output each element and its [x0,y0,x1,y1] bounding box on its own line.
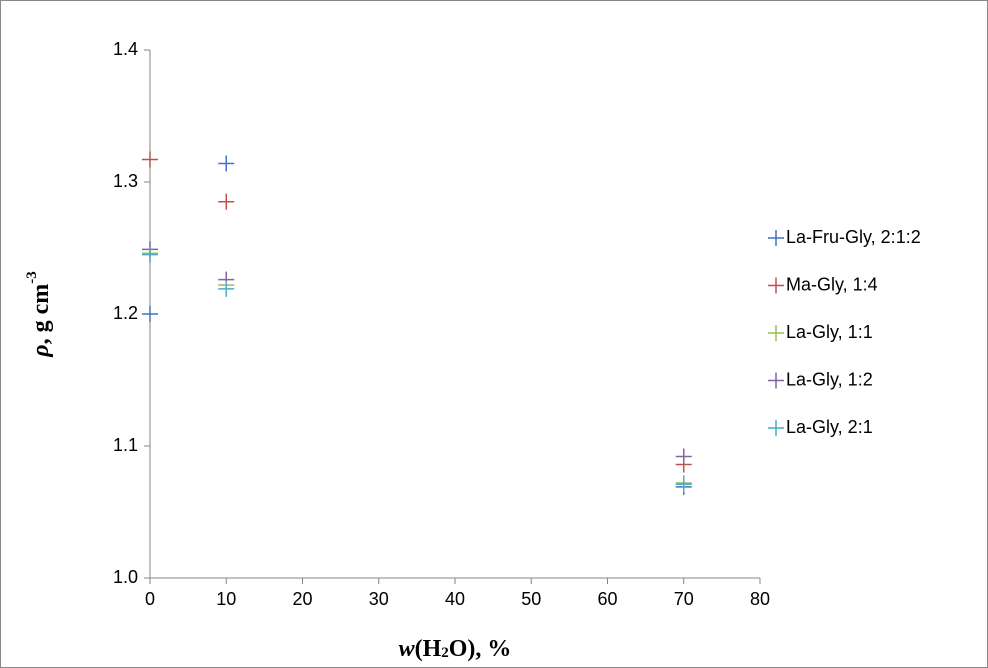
legend-marker [768,230,784,246]
x-tick-label: 70 [674,589,694,609]
point [142,246,158,263]
point [218,280,235,297]
x-tick-label: 40 [445,589,465,609]
legend-marker [768,325,784,341]
legend-label: La-Gly, 2:1 [786,417,873,437]
x-label-part: w [399,636,416,662]
y-tick-label: 1.3 [113,171,138,191]
x-tick-label: 30 [369,589,389,609]
legend-marker [768,372,784,389]
y-tick-label: 1.1 [113,435,138,455]
point [675,448,692,465]
x-tick-label: 10 [216,589,236,609]
legend-label: La-Fru-Gly, 2:1:2 [786,227,921,247]
x-tick-label: 20 [292,589,312,609]
x-axis-label: w(H2O), % [399,636,512,662]
x-tick-label: 0 [145,589,155,609]
legend-marker [768,420,784,436]
y-label-part: -3 [24,271,40,284]
x-label-part: O), % [449,636,512,662]
y-label-part: ρ [28,344,54,357]
point [675,476,692,493]
point [218,193,235,210]
x-label-part: 2 [441,645,449,661]
legend-label: La-Gly, 1:2 [786,369,873,389]
point [218,155,235,172]
y-tick-label: 1.2 [113,303,138,323]
legend-label: Ma-Gly, 1:4 [786,274,878,294]
legend-marker [768,277,784,294]
x-tick-label: 80 [750,589,770,609]
y-label-part: , g cm [28,284,54,345]
point [142,151,158,168]
x-label-part: (H [415,636,442,662]
y-tick-label: 1.4 [113,39,138,59]
x-tick-label: 50 [521,589,541,609]
point [142,306,158,322]
y-axis-label: ρ, g cm-3 [24,271,53,358]
legend-label: La-Gly, 1:1 [786,322,873,342]
y-tick-label: 1.0 [113,567,138,587]
x-tick-label: 60 [597,589,617,609]
